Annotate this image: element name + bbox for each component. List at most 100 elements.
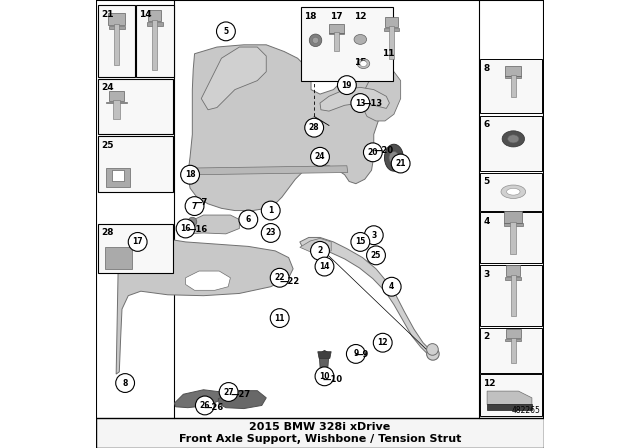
FancyBboxPatch shape <box>505 339 522 341</box>
Text: 12: 12 <box>483 379 495 388</box>
FancyBboxPatch shape <box>505 277 522 280</box>
Text: 5: 5 <box>483 177 490 186</box>
Text: 19: 19 <box>342 81 352 90</box>
Text: 3: 3 <box>483 270 490 279</box>
Text: 2015 BMW 328i xDrive
Front Axle Support, Wishbone / Tension Strut: 2015 BMW 328i xDrive Front Axle Support,… <box>179 422 461 444</box>
FancyBboxPatch shape <box>385 17 398 27</box>
Ellipse shape <box>508 135 519 143</box>
Polygon shape <box>186 271 230 290</box>
Text: 18: 18 <box>185 170 195 179</box>
FancyBboxPatch shape <box>106 168 130 187</box>
Ellipse shape <box>360 61 367 66</box>
Circle shape <box>261 224 280 242</box>
Text: 27: 27 <box>223 388 234 396</box>
Text: —9: —9 <box>355 350 369 359</box>
FancyBboxPatch shape <box>330 24 344 33</box>
Text: —26: —26 <box>204 403 224 412</box>
Circle shape <box>364 226 383 245</box>
FancyBboxPatch shape <box>96 0 544 448</box>
Text: 26: 26 <box>200 401 210 410</box>
Circle shape <box>382 277 401 296</box>
FancyBboxPatch shape <box>481 265 541 326</box>
Ellipse shape <box>357 59 370 69</box>
Circle shape <box>305 118 324 137</box>
FancyBboxPatch shape <box>114 24 119 65</box>
Polygon shape <box>218 391 266 409</box>
FancyBboxPatch shape <box>99 136 173 192</box>
Polygon shape <box>300 238 332 253</box>
Text: 11: 11 <box>382 49 394 58</box>
FancyBboxPatch shape <box>504 224 523 226</box>
Ellipse shape <box>502 131 525 147</box>
FancyBboxPatch shape <box>99 79 173 134</box>
FancyBboxPatch shape <box>301 7 393 81</box>
FancyBboxPatch shape <box>481 374 541 416</box>
Text: 6: 6 <box>483 120 490 129</box>
Text: —20: —20 <box>374 146 394 155</box>
FancyBboxPatch shape <box>505 76 522 78</box>
Text: 15: 15 <box>353 58 366 67</box>
Text: 25: 25 <box>371 251 381 260</box>
Circle shape <box>270 268 289 287</box>
Circle shape <box>312 37 319 43</box>
Circle shape <box>351 94 370 112</box>
Text: 15: 15 <box>355 237 365 246</box>
Circle shape <box>427 348 439 360</box>
Ellipse shape <box>354 34 367 44</box>
Text: 1: 1 <box>268 206 273 215</box>
Text: —13: —13 <box>362 99 383 108</box>
Polygon shape <box>319 350 329 379</box>
FancyBboxPatch shape <box>511 75 516 97</box>
Circle shape <box>128 233 147 251</box>
FancyBboxPatch shape <box>113 100 120 119</box>
Text: 9: 9 <box>353 349 358 358</box>
Polygon shape <box>116 238 293 374</box>
Circle shape <box>364 143 382 162</box>
Text: 14: 14 <box>319 262 330 271</box>
Circle shape <box>180 165 200 184</box>
Text: 28: 28 <box>309 123 319 132</box>
Circle shape <box>116 374 134 392</box>
Circle shape <box>315 367 334 386</box>
Text: 16: 16 <box>180 224 191 233</box>
FancyBboxPatch shape <box>106 102 127 103</box>
Ellipse shape <box>385 144 403 171</box>
Polygon shape <box>317 352 332 358</box>
Text: 17: 17 <box>132 237 143 246</box>
FancyBboxPatch shape <box>487 404 532 410</box>
Circle shape <box>391 154 410 173</box>
Text: 25: 25 <box>101 141 113 150</box>
Text: 8: 8 <box>483 64 490 73</box>
Text: 5: 5 <box>223 27 228 36</box>
Text: —7: —7 <box>194 198 208 207</box>
Circle shape <box>351 233 370 251</box>
FancyBboxPatch shape <box>506 329 521 339</box>
Circle shape <box>176 219 195 238</box>
FancyBboxPatch shape <box>112 170 124 181</box>
FancyBboxPatch shape <box>506 265 520 276</box>
Circle shape <box>427 344 438 355</box>
Text: —27: —27 <box>230 390 250 399</box>
Ellipse shape <box>389 151 399 164</box>
Circle shape <box>310 241 330 260</box>
Ellipse shape <box>507 188 520 195</box>
Polygon shape <box>185 215 239 234</box>
Text: 4: 4 <box>389 282 394 291</box>
Circle shape <box>195 396 214 415</box>
Circle shape <box>337 76 356 95</box>
Text: 20: 20 <box>367 148 378 157</box>
Text: 17: 17 <box>330 12 343 21</box>
FancyBboxPatch shape <box>330 33 344 34</box>
Circle shape <box>310 147 330 166</box>
FancyBboxPatch shape <box>334 32 339 51</box>
Text: 21: 21 <box>396 159 406 168</box>
FancyBboxPatch shape <box>504 211 522 223</box>
FancyBboxPatch shape <box>136 5 173 77</box>
FancyBboxPatch shape <box>511 275 516 316</box>
Circle shape <box>315 257 334 276</box>
Text: 6: 6 <box>246 215 251 224</box>
FancyBboxPatch shape <box>147 22 163 26</box>
FancyBboxPatch shape <box>104 247 132 269</box>
Text: —22: —22 <box>280 277 300 286</box>
FancyBboxPatch shape <box>389 26 394 59</box>
